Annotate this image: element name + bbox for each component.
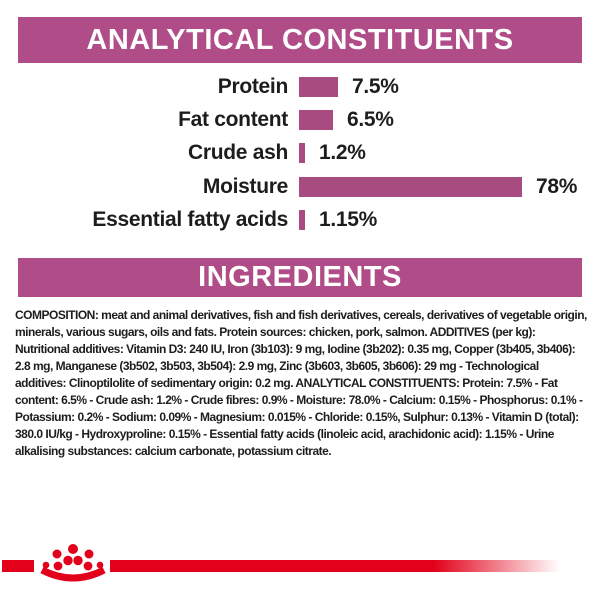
constituent-value: 1.15% bbox=[319, 208, 378, 232]
constituent-label: Moisture bbox=[202, 174, 288, 198]
constituents-bar-chart: Protein 7.5% Fat content 6.5% Crude ash 1.2% M… bbox=[0, 70, 600, 237]
constituent-value: 78% bbox=[536, 174, 578, 198]
constituent-label: Protein bbox=[217, 74, 289, 98]
analytical-constituents-title: ANALYTICAL CONSTITUENTS bbox=[86, 23, 514, 56]
constituent-value: 7.5% bbox=[352, 74, 399, 98]
ingredients-header: INGREDIENTS bbox=[18, 258, 582, 297]
ingredients-title: INGREDIENTS bbox=[198, 261, 402, 293]
constituent-label: Essential fatty acids bbox=[92, 208, 288, 232]
analytical-constituents-header: ANALYTICAL CONSTITUENTS bbox=[18, 17, 582, 63]
ingredients-text: COMPOSITION: meat and animal derivatives… bbox=[15, 308, 587, 458]
brand-stripe-right bbox=[110, 560, 560, 572]
royal-canin-crown-icon bbox=[40, 544, 106, 582]
constituent-value: 6.5% bbox=[347, 108, 394, 132]
chart-row: Protein 7.5% bbox=[0, 70, 600, 103]
constituent-value: 1.2% bbox=[319, 141, 366, 165]
chart-row: Fat content 6.5% bbox=[0, 103, 600, 136]
constituent-label: Fat content bbox=[178, 108, 288, 132]
constituent-bar bbox=[299, 110, 333, 131]
chart-row: Essential fatty acids 1.15% bbox=[0, 204, 600, 237]
constituent-label: Crude ash bbox=[188, 141, 288, 165]
constituent-bar bbox=[299, 176, 522, 197]
constituent-bar bbox=[299, 76, 338, 97]
chart-row: Moisture 78% bbox=[0, 170, 600, 203]
constituent-bar bbox=[299, 143, 305, 164]
chart-row: Crude ash 1.2% bbox=[0, 137, 600, 170]
constituent-bar bbox=[299, 210, 305, 231]
brand-stripe-left bbox=[2, 560, 34, 572]
